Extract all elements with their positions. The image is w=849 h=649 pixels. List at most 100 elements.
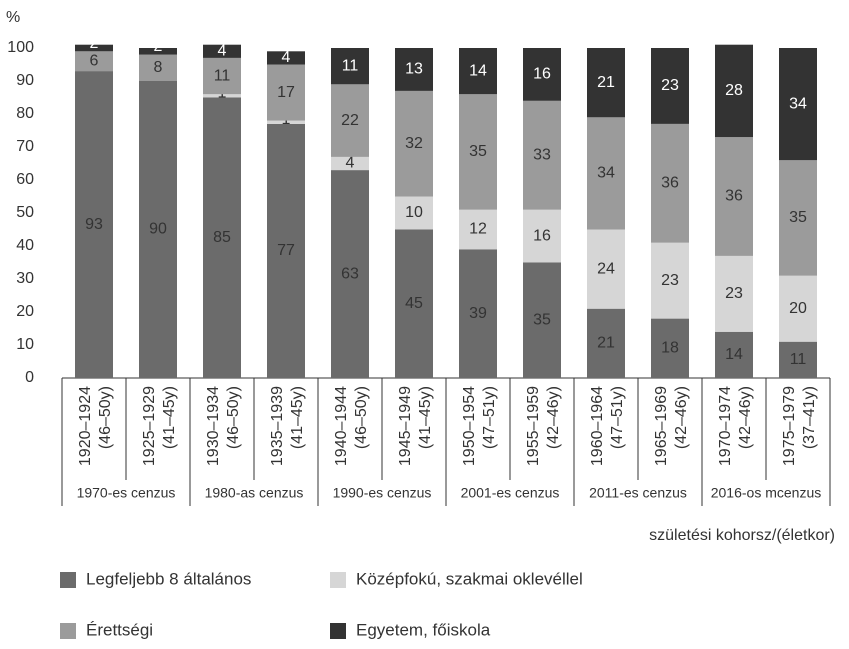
bar-segment: [395, 196, 433, 230]
value-label: 34: [789, 95, 807, 112]
bar-segment: [139, 48, 177, 55]
x-tick-label: (46–50y): [225, 386, 242, 449]
legend-label: Középfokú, szakmai oklevéllel: [356, 569, 583, 588]
x-tick-label: 1950–1954: [461, 386, 478, 466]
bar-segment: [715, 255, 753, 332]
value-label: 90: [149, 221, 167, 238]
group-label: 1970-es cenzus: [77, 485, 176, 501]
x-tick-label: (42–46y): [673, 386, 690, 449]
legend-label: Egyetem, főiskola: [356, 620, 491, 639]
x-tick-label: (47–51y): [609, 386, 626, 449]
bar-segment: [523, 262, 561, 378]
legend-label: Legfeljebb 8 általános: [86, 569, 251, 588]
y-unit: %: [6, 9, 20, 26]
value-label: 12: [469, 221, 487, 238]
y-tick-label: 80: [16, 105, 34, 122]
bar-segment: [139, 81, 177, 378]
bar-segment: [395, 90, 433, 197]
legend-label: Érettségi: [86, 620, 153, 639]
x-tick-label: 1940–1944: [333, 386, 350, 466]
x-tick-label: (46–50y): [353, 386, 370, 449]
y-tick-label: 30: [16, 270, 34, 287]
bar-segment: [267, 51, 305, 65]
value-label: 2: [90, 35, 99, 52]
bar-segment: [651, 318, 689, 378]
value-label: 45: [405, 295, 423, 312]
bar-segment: [779, 160, 817, 276]
x-tick-label: (41–45y): [161, 386, 178, 449]
bar-segment: [715, 137, 753, 256]
x-tick-label: (42–46y): [737, 386, 754, 449]
x-tick-label: 1965–1969: [653, 386, 670, 466]
value-label: 4: [218, 43, 227, 60]
bar-segment: [331, 48, 369, 85]
value-label: 4: [346, 155, 355, 172]
x-tick-label: 1975–1979: [781, 386, 798, 466]
bar-segment: [267, 64, 305, 121]
x-tick-label: 1930–1934: [205, 386, 222, 466]
x-tick-label: 1920–1924: [77, 386, 94, 466]
value-label: 63: [341, 265, 359, 282]
bar-segment: [267, 123, 305, 379]
value-label: 8: [154, 59, 163, 76]
value-label: 14: [469, 62, 487, 79]
x-tick-label: (47–51y): [481, 386, 498, 449]
bar-segment: [715, 44, 753, 138]
value-label: 18: [661, 340, 679, 357]
y-tick-label: 50: [16, 204, 34, 221]
bar-segment: [779, 275, 817, 342]
group-label: 2016-os mcenzus: [711, 485, 822, 501]
y-tick-label: 90: [16, 72, 34, 89]
bar-segment: [779, 341, 817, 378]
value-label: 11: [342, 57, 359, 74]
bar-segment: [651, 242, 689, 319]
y-tick-label: 20: [16, 303, 34, 320]
value-label: 23: [661, 272, 679, 289]
value-label: 36: [661, 175, 679, 192]
value-label: 23: [661, 77, 679, 94]
x-tick-label: (42–46y): [545, 386, 562, 449]
value-label: 17: [277, 84, 295, 101]
bar-segment: [331, 156, 369, 171]
x-tick-label: 1970–1974: [717, 386, 734, 466]
bar-segment: [651, 48, 689, 124]
value-label: 93: [85, 216, 103, 233]
y-tick-label: 100: [7, 39, 34, 56]
x-tick-label: 1925–1929: [141, 386, 158, 466]
x-tick-label: (41–45y): [289, 386, 306, 449]
group-label: 1980-as cenzus: [205, 485, 304, 501]
bar-segment: [203, 97, 241, 378]
bar-segment: [523, 48, 561, 101]
bar-segment: [523, 209, 561, 263]
value-label: 28: [725, 82, 743, 99]
legend-swatch: [60, 572, 76, 588]
bar-segment: [715, 331, 753, 378]
value-label: 20: [789, 300, 807, 317]
x-tick-label: 1945–1949: [397, 386, 414, 466]
bar-segment: [75, 71, 113, 378]
bar-segment: [587, 229, 625, 309]
value-label: 16: [533, 66, 551, 83]
bar-segment: [651, 123, 689, 243]
x-tick-label: (46–50y): [97, 386, 114, 449]
bar-segment: [459, 48, 497, 95]
value-label: 33: [533, 146, 551, 163]
bar-segment: [587, 48, 625, 118]
value-label: 34: [597, 165, 615, 182]
bar-segment: [523, 100, 561, 210]
bar-segment: [203, 44, 241, 58]
value-label: 21: [597, 74, 615, 91]
bar-segment: [331, 84, 369, 157]
bar-segment: [139, 54, 177, 81]
value-label: 14: [725, 346, 743, 363]
value-label: 24: [597, 260, 615, 277]
legend-swatch: [60, 623, 76, 639]
value-label: 22: [341, 112, 359, 129]
bar-segment: [75, 51, 113, 72]
legend-swatch: [330, 572, 346, 588]
x-tick-label: 1955–1959: [525, 386, 542, 466]
x-tick-label: 1935–1939: [269, 386, 286, 466]
value-label: 85: [213, 229, 231, 246]
value-label: 21: [597, 335, 615, 352]
value-label: 35: [469, 143, 487, 160]
